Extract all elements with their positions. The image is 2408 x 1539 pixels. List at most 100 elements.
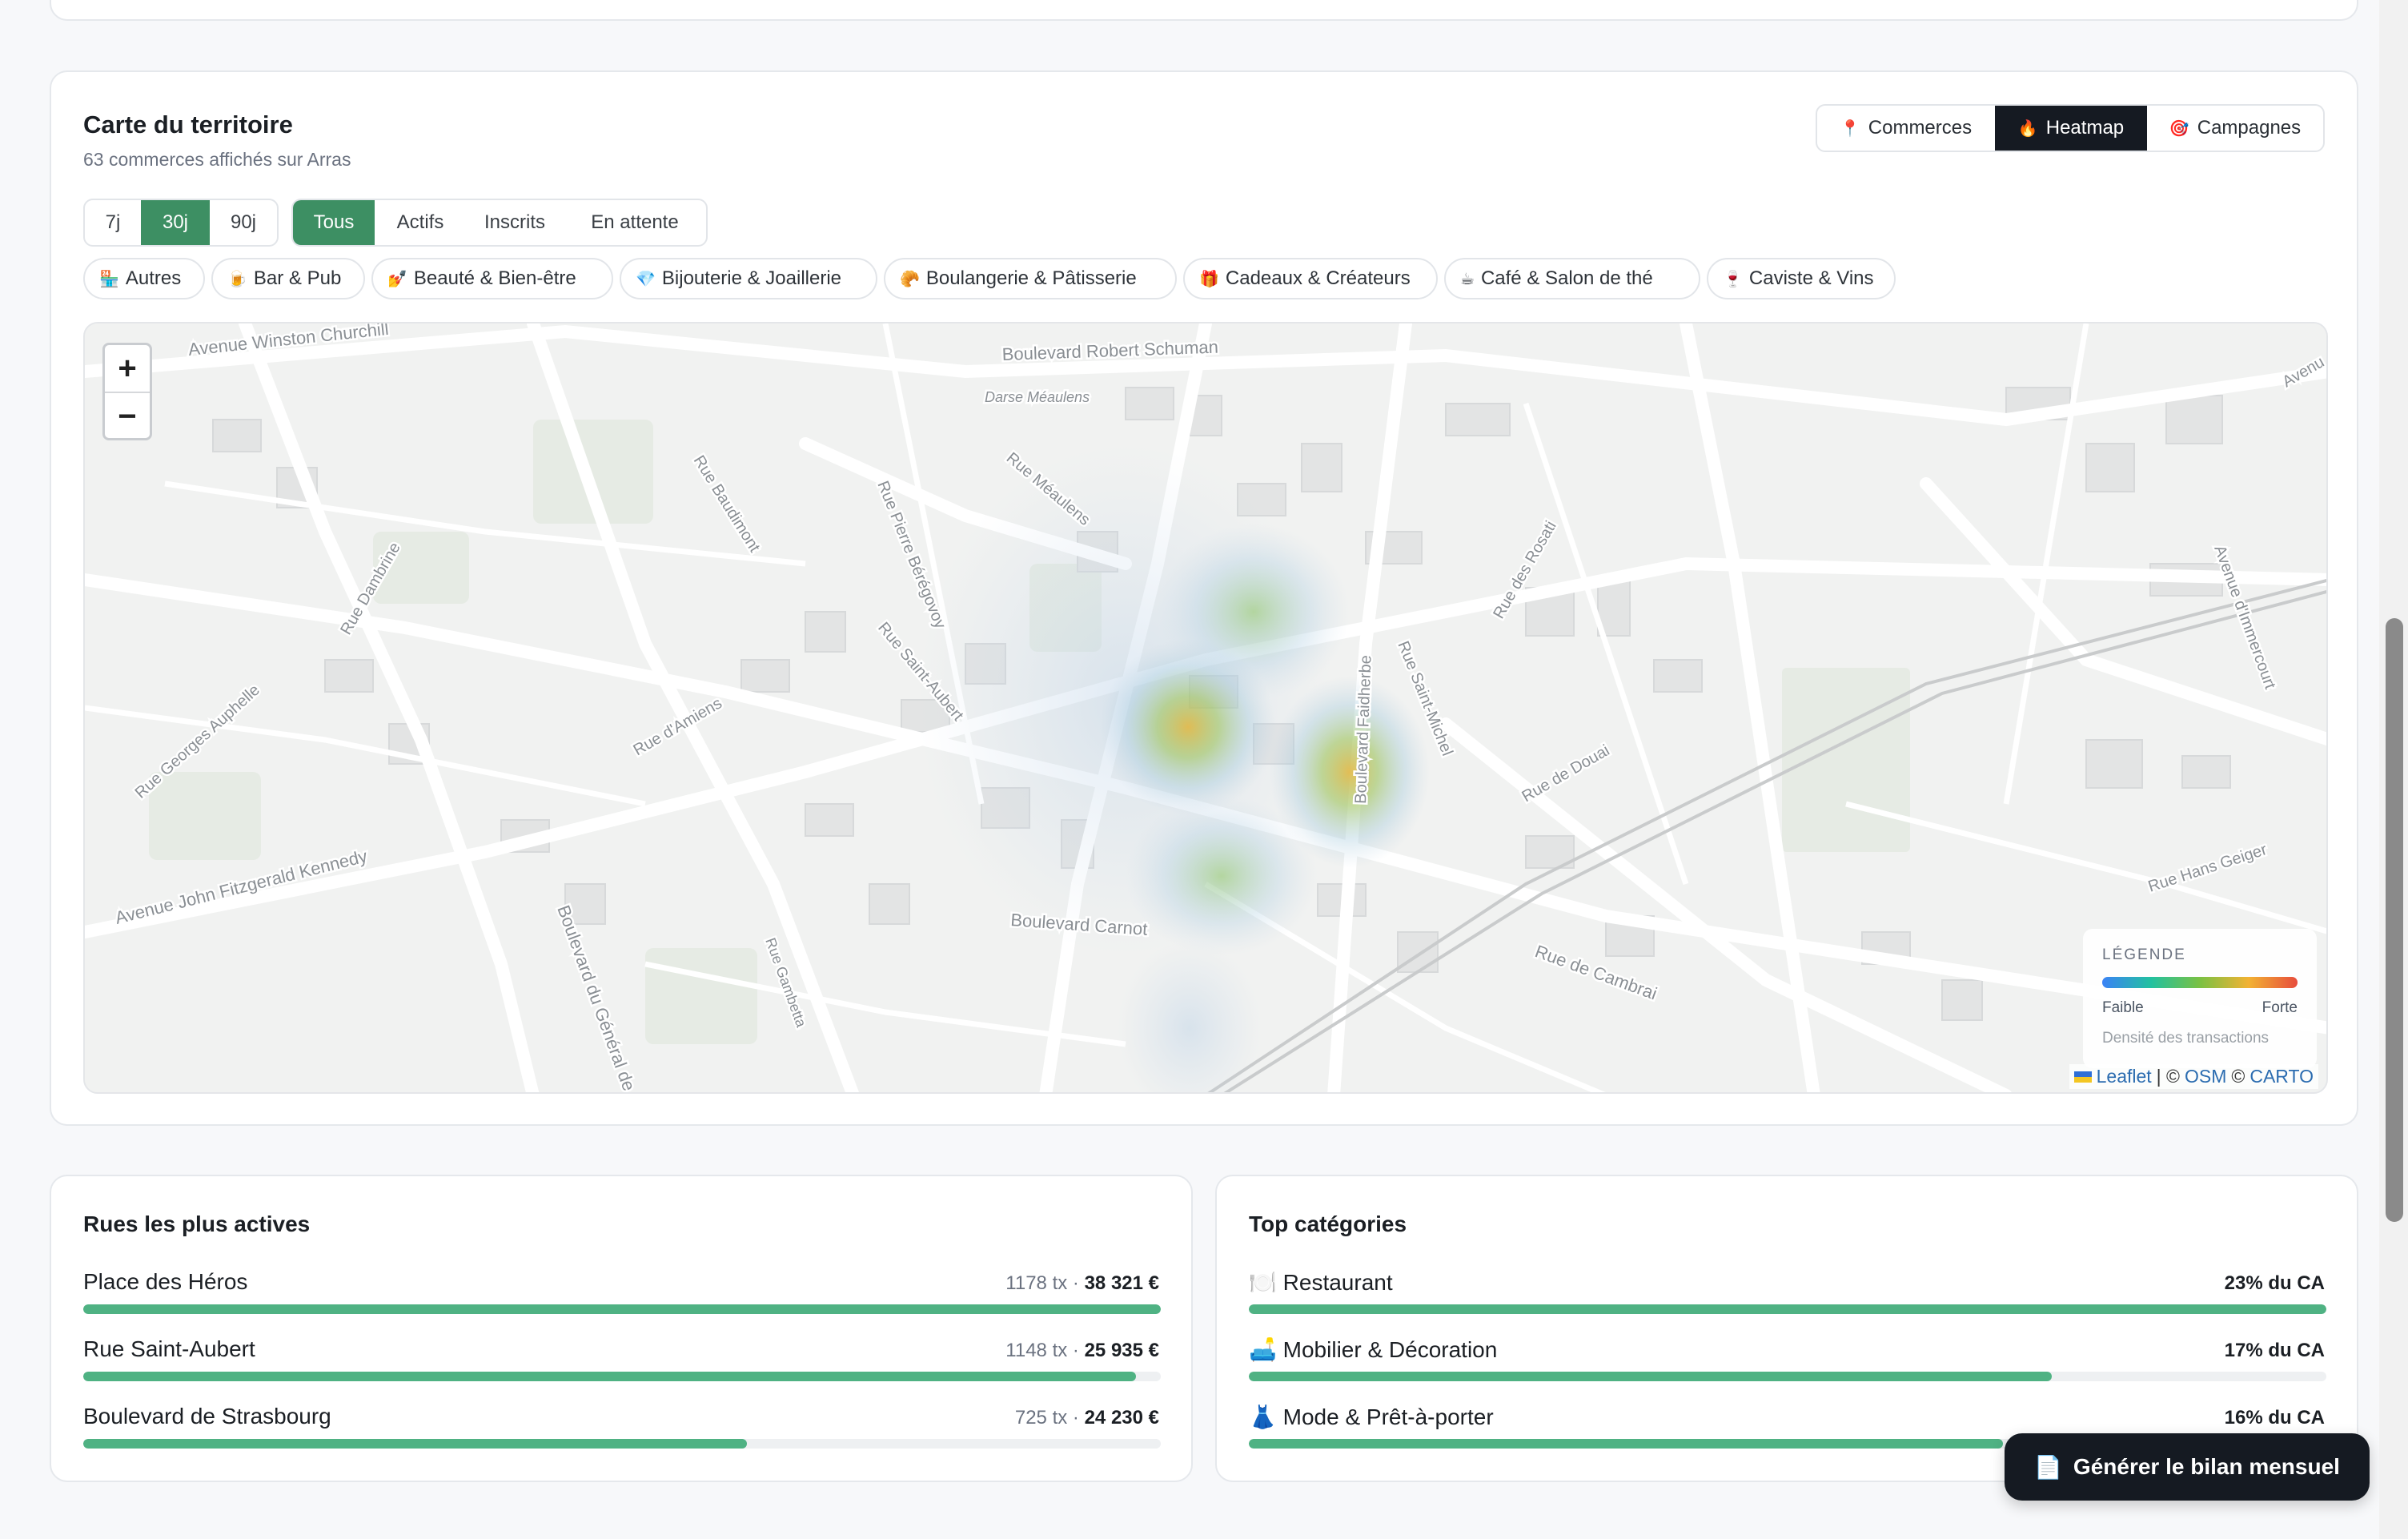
street-amount: 38 321 €	[1084, 1272, 1159, 1294]
legend-note: Densité des transactions	[2102, 1030, 2270, 1047]
street-name: Place des Héros	[83, 1269, 248, 1294]
chip-bijouterie[interactable]: 💎 Bijouterie & Joaillerie	[620, 258, 877, 299]
street-stats: 1148 tx · 25 935 €	[1005, 1340, 1159, 1362]
chip-cadeaux[interactable]: 🎁 Cadeaux & Créateurs	[1183, 258, 1438, 299]
legend-high: Forte	[2262, 999, 2298, 1016]
period-7j-button[interactable]: 7j	[105, 211, 121, 233]
period-90j-button[interactable]: 90j	[230, 211, 257, 233]
carto-link[interactable]: CARTO	[2249, 1066, 2314, 1087]
leaflet-link[interactable]: Leaflet	[2096, 1066, 2152, 1087]
chip-label: Café & Salon de thé	[1480, 267, 1653, 289]
category-bar	[1249, 1372, 2326, 1381]
view-heatmap-button[interactable]: 🔥 Heatmap	[1995, 106, 2147, 151]
view-campagnes-label: Campagnes	[2197, 117, 2302, 139]
street-name: Rue Saint-Aubert	[83, 1336, 255, 1361]
street-amount: 24 230 €	[1084, 1407, 1159, 1428]
status-filter: Tous Actifs Inscrits En attente	[291, 199, 708, 247]
zoom-in-button[interactable]: +	[105, 345, 150, 393]
chip-label: Bar & Pub	[253, 267, 342, 289]
category-bar-fill	[1249, 1304, 2326, 1314]
chip-cafe[interactable]: ☕ Café & Salon de thé	[1444, 258, 1700, 299]
pin-icon: 📍	[1840, 119, 1860, 138]
map-tiles: Avenue Winston Churchill Boulevard Rober…	[85, 323, 2326, 1092]
heatmap-map[interactable]: Avenue Winston Churchill Boulevard Rober…	[83, 322, 2328, 1094]
chip-caviste[interactable]: 🍷 Caviste & Vins	[1707, 258, 1896, 299]
chip-autres[interactable]: 🏪 Autres	[83, 258, 205, 299]
chip-label: Beauté & Bien-être	[413, 267, 576, 289]
period-filter: 7j 30j 90j	[83, 199, 279, 247]
generate-report-button[interactable]: 📄 Générer le bilan mensuel	[2005, 1433, 2370, 1501]
category-label: Mode & Prêt-à-porter	[1282, 1404, 1494, 1429]
coffee-icon: ☕	[1460, 270, 1475, 288]
chip-label: Boulangerie & Pâtisserie	[925, 267, 1137, 289]
heatmap-legend: LÉGENDE Faible Forte Densité des transac…	[2083, 929, 2317, 1068]
cutlery-icon: 🍽️	[1249, 1270, 1277, 1295]
category-bar	[1249, 1304, 2326, 1314]
category-name: 🍽️ Restaurant	[1249, 1269, 1393, 1296]
gem-icon: 💎	[636, 270, 656, 288]
legend-low: Faible	[2102, 999, 2144, 1016]
wine-icon: 🍷	[1723, 270, 1743, 288]
document-icon: 📄	[2034, 1454, 2062, 1480]
chip-boulangerie[interactable]: 🥐 Boulangerie & Pâtisserie	[884, 258, 1177, 299]
category-name: 🛋️ Mobilier & Décoration	[1249, 1336, 1497, 1363]
view-toggle: 📍 Commerces 🔥 Heatmap 🎯 Campagnes	[1816, 104, 2325, 152]
view-commerces-label: Commerces	[1868, 117, 1973, 139]
map-title: Carte du territoire	[83, 111, 293, 139]
chip-label: Cadeaux & Créateurs	[1225, 267, 1411, 289]
nail-polish-icon: 💅	[387, 270, 407, 288]
category-name: 👗 Mode & Prêt-à-porter	[1249, 1404, 1494, 1430]
previous-card	[50, 0, 2358, 21]
chip-bar-pub[interactable]: 🍺 Bar & Pub	[211, 258, 365, 299]
street-stats: 725 tx · 24 230 €	[1015, 1407, 1159, 1429]
street-bar	[83, 1372, 1161, 1381]
category-bar-fill	[1249, 1439, 2004, 1449]
target-icon: 🎯	[2169, 119, 2189, 138]
view-heatmap-label: Heatmap	[2045, 117, 2125, 139]
status-actifs-button[interactable]: Actifs	[396, 211, 444, 233]
attribution-separator: ©	[2231, 1066, 2245, 1087]
street-bar-fill	[83, 1372, 1137, 1381]
streets-title: Rues les plus actives	[83, 1212, 311, 1236]
scrollbar-thumb[interactable]	[2386, 618, 2403, 1222]
fire-icon: 🔥	[2017, 119, 2038, 138]
store-icon: 🏪	[99, 270, 119, 288]
beer-icon: 🍺	[227, 270, 247, 288]
chip-label: Bijouterie & Joaillerie	[661, 267, 842, 289]
categories-title: Top catégories	[1249, 1212, 1407, 1236]
chip-label: Caviste & Vins	[1748, 267, 1874, 289]
category-label: Mobilier & Décoration	[1282, 1337, 1498, 1362]
street-name: Boulevard de Strasbourg	[83, 1404, 331, 1428]
category-share: 17% du CA	[2224, 1340, 2325, 1361]
street-bar	[83, 1304, 1161, 1314]
street-amount: 25 935 €	[1084, 1340, 1159, 1361]
zoom-control: + −	[102, 343, 152, 440]
map-subtitle: 63 commerces affichés sur Arras	[83, 149, 351, 170]
chip-beaute[interactable]: 💅 Beauté & Bien-être	[371, 258, 613, 299]
generate-report-label: Générer le bilan mensuel	[2073, 1454, 2340, 1479]
legend-title: LÉGENDE	[2102, 946, 2186, 963]
status-tous-button[interactable]: Tous	[293, 200, 375, 245]
category-share: 16% du CA	[2224, 1407, 2325, 1428]
osm-link[interactable]: OSM	[2184, 1066, 2227, 1087]
period-30j-button[interactable]: 30j	[141, 200, 210, 245]
street-label: Darse Méaulens	[985, 389, 1090, 405]
street-bar-fill	[83, 1439, 748, 1449]
street-stats: 1178 tx · 38 321 €	[1005, 1272, 1159, 1295]
zoom-out-button[interactable]: −	[118, 398, 137, 434]
ukraine-flag-icon	[2073, 1071, 2092, 1083]
view-commerces-button[interactable]: 📍 Commerces	[1817, 106, 1995, 151]
attribution-separator: | ©	[2156, 1066, 2180, 1087]
status-en-attente-button[interactable]: En attente	[591, 211, 679, 233]
view-campagnes-button[interactable]: 🎯 Campagnes	[2147, 106, 2323, 151]
status-inscrits-button[interactable]: Inscrits	[484, 211, 545, 233]
street-tx: 1148 tx ·	[1005, 1340, 1079, 1361]
gift-icon: 🎁	[1199, 270, 1219, 288]
category-bar-fill	[1249, 1372, 2052, 1381]
active-streets-card: Rues les plus actives Place des Héros 11…	[50, 1175, 1193, 1482]
category-label: Restaurant	[1282, 1270, 1393, 1295]
sofa-icon: 🛋️	[1249, 1337, 1277, 1362]
street-tx: 1178 tx ·	[1005, 1272, 1079, 1294]
legend-gradient	[2102, 977, 2298, 988]
dress-icon: 👗	[1249, 1404, 1277, 1429]
